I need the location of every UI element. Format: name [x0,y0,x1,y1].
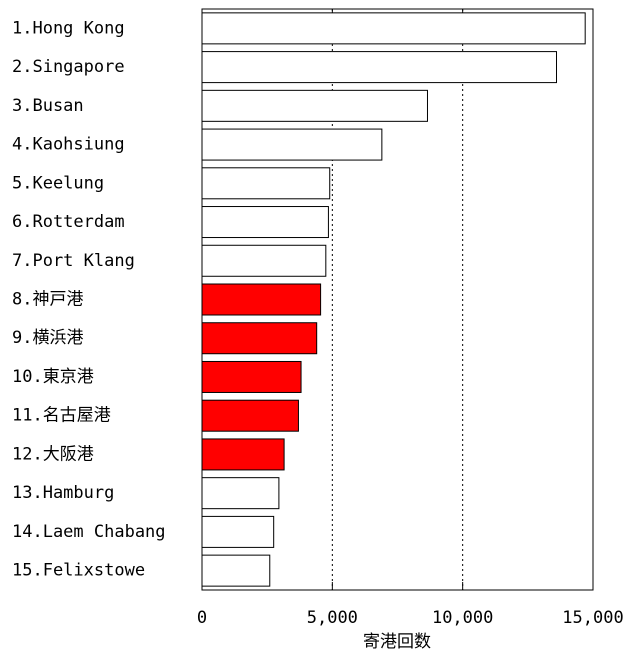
x-tick-label: 10,000 [432,608,493,628]
y-tick-label: 2.Singapore [12,57,125,77]
y-tick-label: 4.Kaohsiung [12,135,125,155]
x-tick-label: 15,000 [562,608,623,628]
x-tick-label: 0 [197,608,207,628]
y-tick-label: 10.東京港 [12,367,94,387]
bar [201,438,285,471]
bar [201,399,299,432]
y-tick-label: 14.Laem Chabang [12,522,166,542]
y-tick-label: 7.Port Klang [12,251,135,271]
bar [201,128,383,161]
bar [201,206,329,239]
bar [201,515,275,548]
bar [201,477,280,510]
y-tick-label: 11.名古屋港 [12,406,111,426]
y-tick-label: 13.Hamburg [12,483,114,503]
bar [201,244,327,277]
bar [201,554,271,587]
y-tick-label: 15.Felixstowe [12,561,145,581]
x-axis-label: 寄港回数 [363,632,431,652]
bar [201,360,302,393]
bar [201,322,318,355]
y-tick-label: 12.大阪港 [12,444,94,464]
y-tick-label: 3.Busan [12,96,84,116]
bar [201,89,428,122]
y-tick-label: 9.横浜港 [12,328,83,348]
y-tick-label: 6.Rotterdam [12,212,125,232]
y-tick-label: 8.神戸港 [12,290,83,310]
bar [201,283,322,316]
bar [201,51,558,84]
x-tick-label: 5,000 [307,608,358,628]
y-tick-label: 5.Keelung [12,173,104,193]
y-tick-label: 1.Hong Kong [12,18,125,38]
bar [201,12,586,45]
bar [201,167,331,200]
